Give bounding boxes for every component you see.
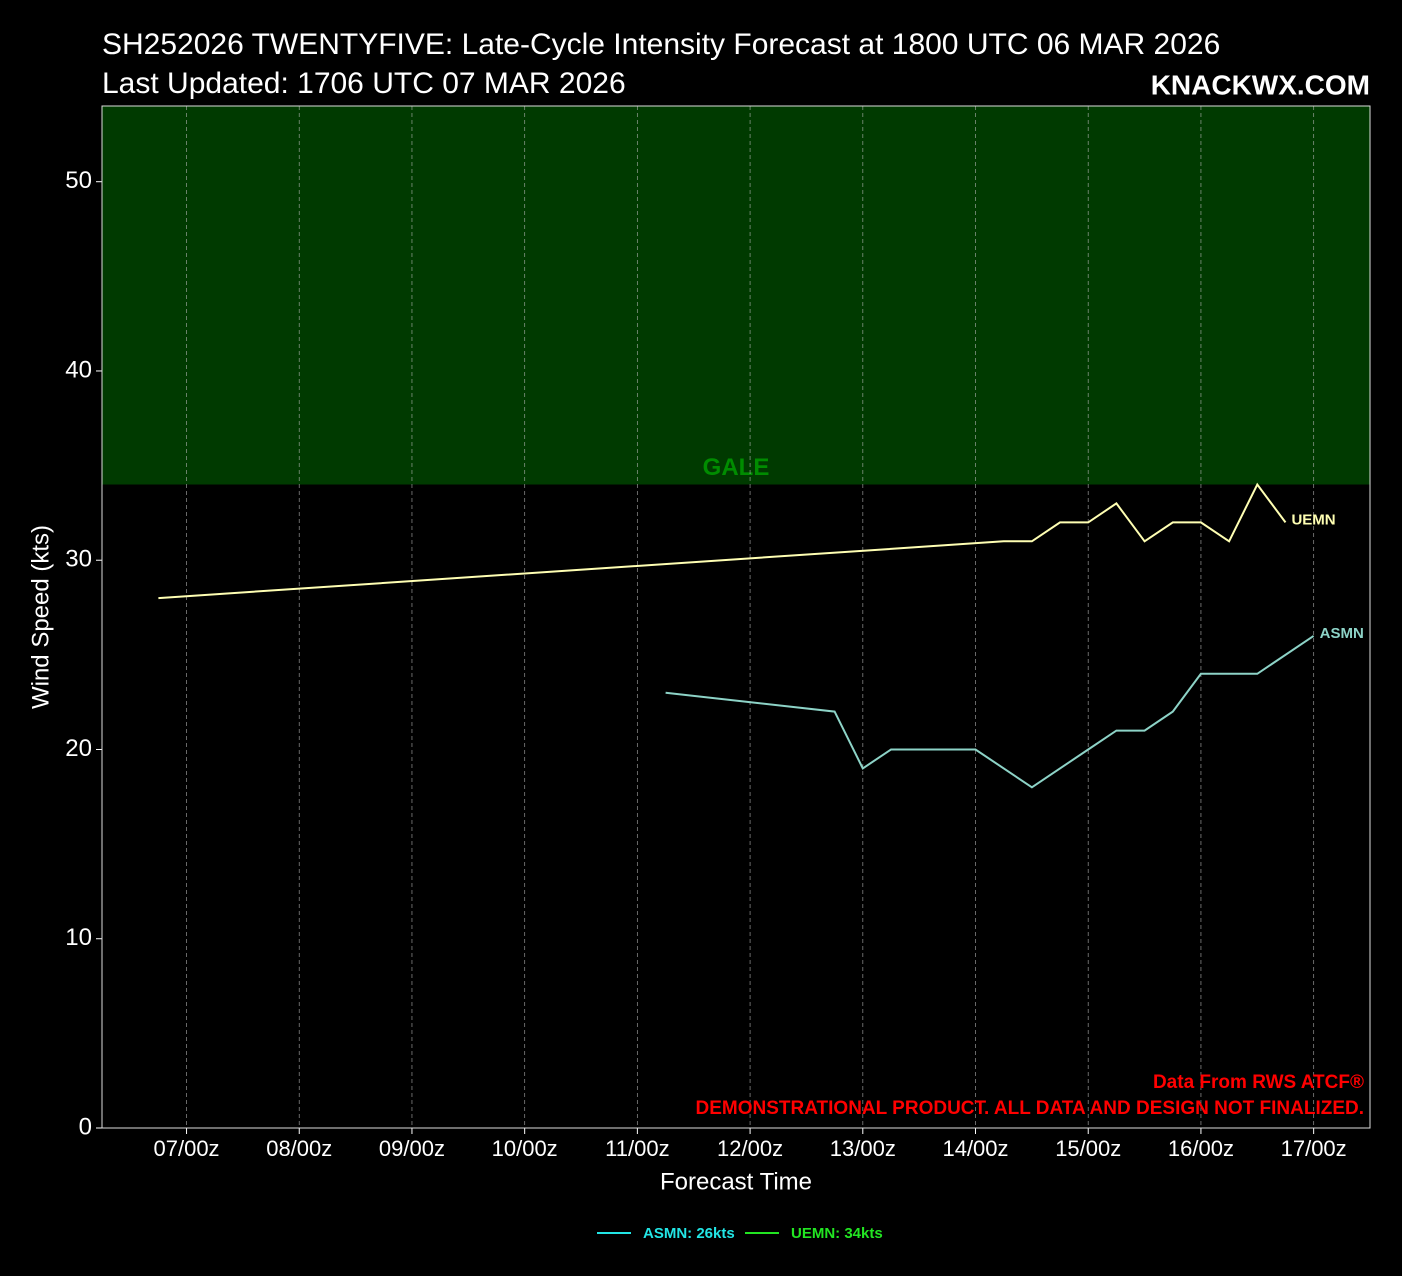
band-label: GALE [703,454,770,481]
y-tick-label: 50 [65,167,92,194]
legend-label: UEMN: 34kts [791,1225,883,1242]
x-tick-label: 17/00z [1281,1136,1347,1161]
credit: Data From RWS ATCF® [1153,1072,1364,1093]
chart-title: SH252026 TWENTYFIVE: Late-Cycle Intensit… [102,28,1220,61]
x-tick-label: 15/00z [1055,1136,1121,1161]
chart-subtitle: Last Updated: 1706 UTC 07 MAR 2026 [102,67,626,100]
y-tick-label: 10 [65,924,92,951]
x-tick-label: 13/00z [830,1136,896,1161]
y-tick-label: 0 [79,1113,92,1140]
x-tick-label: 11/00z [605,1136,669,1161]
series-line [158,482,1287,600]
legend-label: ASMN: 26kts [643,1225,735,1242]
brand: KNACKWX.COM [1151,69,1370,100]
x-tick-label: 12/00z [717,1136,783,1161]
x-tick-label: 07/00z [154,1136,220,1161]
x-tick-label: 16/00z [1168,1136,1234,1161]
x-tick-label: 10/00z [492,1136,558,1161]
x-axis-label: Forecast Time [660,1168,812,1195]
series-end-label: ASMN [1320,625,1364,642]
series-line [665,635,1315,789]
y-tick-label: 30 [65,546,92,573]
x-tick-label: 09/00z [379,1136,445,1161]
y-tick-label: 20 [65,735,92,762]
gale-band [102,106,1370,485]
y-tick-label: 40 [65,356,92,383]
x-tick-label: 08/00z [266,1136,332,1161]
series-end-label: UEMN [1291,511,1335,528]
x-tick-label: 14/00z [942,1136,1008,1161]
plot-frame [101,105,1371,1129]
y-axis-label: Wind Speed (kts) [27,525,54,709]
credit: DEMONSTRATIONAL PRODUCT. ALL DATA AND DE… [696,1098,1365,1119]
